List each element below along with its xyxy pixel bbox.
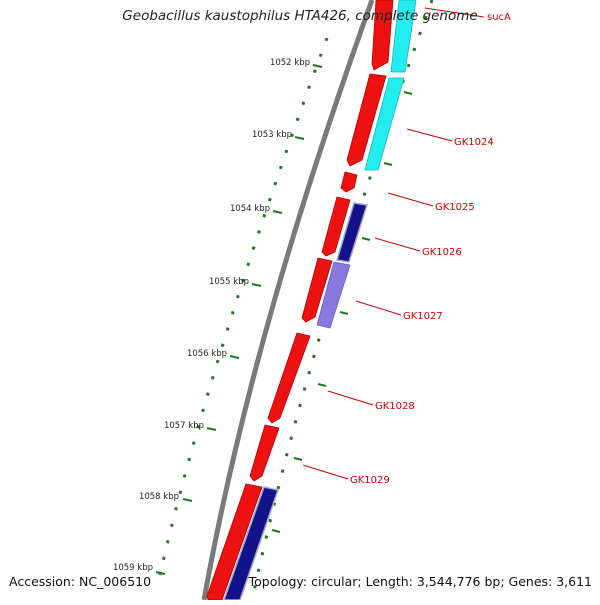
tick-label: 1059 kbp xyxy=(113,563,153,573)
gene-labels: sucA GK1024 GK1025 GK1026 GK1027 GK1028 … xyxy=(350,12,511,486)
gene-label-GK1028[interactable]: GK1028 xyxy=(375,401,415,412)
cds-feature-GK1025[interactable] xyxy=(340,171,358,193)
cds-feature-GK1028[interactable] xyxy=(267,332,311,424)
cds-feature-sucA[interactable] xyxy=(371,0,394,71)
inner-tick-3 xyxy=(361,237,371,241)
gene-label-sucA[interactable]: sucA xyxy=(487,12,511,23)
tick-mark-1053 xyxy=(294,136,305,140)
leader-GK1028 xyxy=(327,390,374,406)
gene-label-GK1029[interactable]: GK1029 xyxy=(350,475,390,486)
leader-sucA xyxy=(424,7,485,18)
cds-feature-reverse-3[interactable] xyxy=(336,202,368,263)
tick-label: 1055 kbp xyxy=(209,277,249,287)
gene-label-GK1025[interactable]: GK1025 xyxy=(435,202,475,213)
leader-GK1025 xyxy=(387,192,434,207)
tick-label: 1057 kbp xyxy=(164,421,204,431)
genome-summary-text: Topology: circular; Length: 3,544,776 bp… xyxy=(248,574,592,589)
tick-mark-1059 xyxy=(155,571,166,575)
tick-mark-1054 xyxy=(272,210,283,214)
inner-scale-ticks xyxy=(271,91,413,533)
gene-label-GK1027[interactable]: GK1027 xyxy=(403,311,443,322)
leader-GK1026 xyxy=(374,237,421,252)
leader-GK1027 xyxy=(355,300,402,316)
tick-mark-1057 xyxy=(206,427,217,431)
inner-tick-1 xyxy=(403,91,413,95)
cds-feature-GK1024[interactable] xyxy=(346,73,387,167)
scale-tick-labels: 1052 kbp 1053 kbp 1054 kbp 1055 kbp 1056… xyxy=(113,58,310,573)
tick-mark-1052 xyxy=(312,64,323,68)
cds-feature-reverse-4[interactable] xyxy=(316,261,351,329)
tick-label: 1054 kbp xyxy=(230,204,270,214)
leader-GK1024 xyxy=(406,128,453,142)
tick-label: 1053 kbp xyxy=(252,130,292,140)
scale-ticks xyxy=(155,64,323,575)
inner-tick-2 xyxy=(383,162,393,166)
cds-feature-GK1027[interactable] xyxy=(301,257,333,323)
gene-label-GK1024[interactable]: GK1024 xyxy=(454,137,494,148)
cds-feature-reverse-1[interactable] xyxy=(390,0,417,73)
cds-feature-GK1029[interactable] xyxy=(249,424,280,482)
inner-tick-7 xyxy=(271,529,281,533)
cds-feature-GK1026[interactable] xyxy=(321,196,351,257)
inner-tick-4 xyxy=(339,311,349,315)
outer-scale-dotted-line xyxy=(158,37,329,576)
map-title: Geobacillus kaustophilus HTA426, complet… xyxy=(122,8,478,24)
tick-label: 1052 kbp xyxy=(270,58,310,68)
tick-mark-1055 xyxy=(251,283,262,287)
inner-tick-5 xyxy=(317,383,327,387)
tick-mark-1058 xyxy=(182,498,193,502)
gene-features xyxy=(206,0,417,601)
inner-tick-6 xyxy=(293,457,303,461)
genome-backbone xyxy=(201,0,375,601)
tick-label: 1056 kbp xyxy=(187,349,227,359)
gene-label-leaders xyxy=(302,7,485,480)
gene-label-GK1026[interactable]: GK1026 xyxy=(422,247,462,258)
tick-mark-1056 xyxy=(229,355,240,359)
leader-GK1029 xyxy=(302,464,349,480)
accession-text: Accession: NC_006510 xyxy=(9,574,152,589)
tick-label: 1058 kbp xyxy=(139,492,179,502)
cds-feature-reverse-2[interactable] xyxy=(364,77,405,171)
